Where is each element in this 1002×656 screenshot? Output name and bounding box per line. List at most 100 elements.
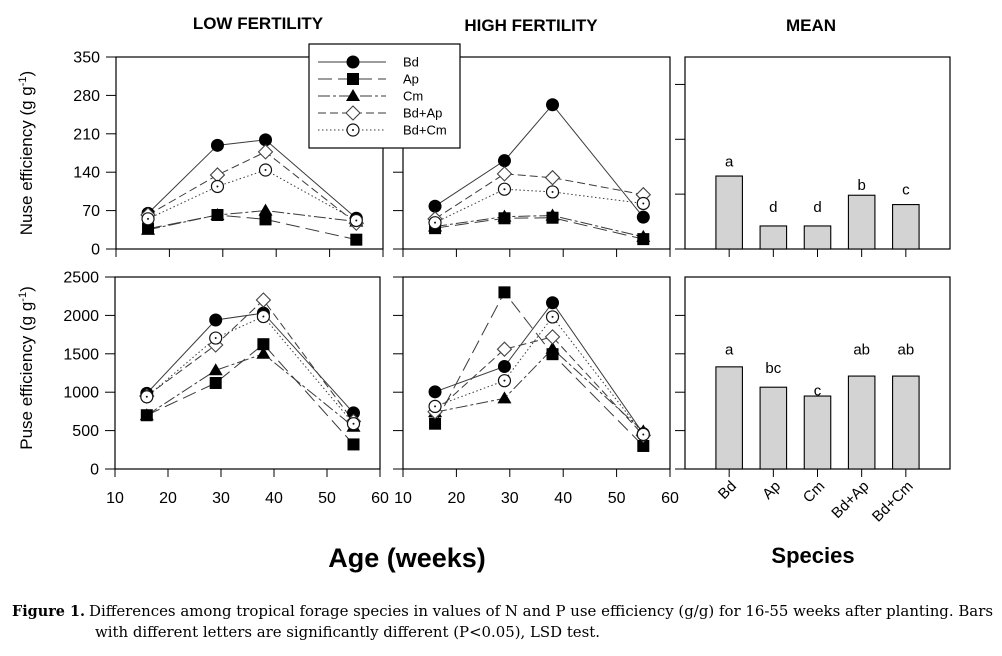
bar-ap bbox=[759, 386, 788, 470]
data-point-bd bbox=[259, 133, 273, 147]
series-line-bd-plus-cm bbox=[434, 316, 644, 435]
marker-center-dot bbox=[642, 202, 645, 205]
legend-label: Ap bbox=[403, 72, 419, 87]
x-tick-label: 10 bbox=[106, 490, 124, 507]
marker-center-dot bbox=[551, 190, 554, 193]
significance-letter: d bbox=[769, 199, 777, 216]
data-point-cm bbox=[545, 208, 560, 221]
series-line-bd-plus-cm bbox=[146, 315, 354, 425]
bar-bd-plus-cm bbox=[892, 375, 920, 470]
significance-letter: c bbox=[814, 383, 822, 400]
y-tick-label: 1000 bbox=[63, 385, 99, 402]
panel-title-mean: MEAN bbox=[786, 16, 836, 35]
panel-title-high-fertility: HIGH FERTILITY bbox=[464, 16, 598, 35]
x-tick-label: 10 bbox=[394, 490, 412, 507]
plot-frame bbox=[402, 276, 671, 470]
bar-bd bbox=[715, 366, 743, 470]
data-point-bd bbox=[546, 98, 560, 112]
data-point-bd-plus-ap bbox=[544, 169, 561, 186]
series-line-bd bbox=[434, 301, 644, 434]
significance-letter: bc bbox=[765, 360, 781, 377]
y-tick-label: 2000 bbox=[63, 308, 99, 325]
x-tick-label: 40 bbox=[265, 490, 283, 507]
bar-bd-plus-cm bbox=[892, 204, 920, 250]
series-line-bd-plus-ap bbox=[146, 299, 354, 422]
legend-label: Bd bbox=[403, 55, 419, 70]
y-axis-label-nuse-superscript: -1 bbox=[17, 76, 29, 86]
data-point-ap bbox=[350, 233, 363, 246]
caption-label: Figure 1. bbox=[12, 603, 85, 620]
puse-low-panel: 0 500 1000 1500 2000 2500 10 20 30 40 50 60 bbox=[63, 270, 389, 508]
series-line-cm bbox=[146, 353, 354, 428]
bar-ap bbox=[759, 225, 788, 250]
marker-center-dot bbox=[503, 188, 506, 191]
significance-letter: b bbox=[857, 177, 865, 194]
panel-title-low-fertility: LOW FERTILITY bbox=[193, 14, 324, 33]
x-tick-label: 50 bbox=[318, 490, 336, 507]
series-line-bd-plus-ap bbox=[147, 151, 357, 224]
data-point-bd-plus-cm bbox=[636, 196, 650, 211]
series-line-ap bbox=[146, 343, 354, 445]
y-tick-label: 70 bbox=[82, 203, 100, 220]
data-point-bd bbox=[210, 138, 224, 152]
data-point-ap bbox=[498, 286, 511, 299]
significance-letter: a bbox=[725, 342, 734, 359]
data-point-cm bbox=[256, 346, 271, 359]
nuse-mean-panel: a d d b c bbox=[675, 56, 951, 257]
legend-entry-bd-plus-ap: Bd+Ap bbox=[318, 105, 442, 121]
plot-frame bbox=[114, 276, 381, 470]
legend-label: Bd+Cm bbox=[403, 123, 447, 138]
marker-center-dot bbox=[434, 405, 437, 408]
x-tick-label: 50 bbox=[608, 490, 626, 507]
marker-center-dot bbox=[147, 217, 150, 220]
series-line-ap bbox=[434, 291, 644, 447]
data-point-ap bbox=[259, 213, 272, 226]
data-point-bd bbox=[428, 385, 442, 399]
data-point-bd bbox=[497, 359, 511, 373]
data-point-bd-plus-cm bbox=[210, 179, 225, 194]
data-point-cm bbox=[141, 222, 156, 235]
caption-line-1: Differences among tropical forage specie… bbox=[89, 604, 993, 620]
series-line-ap bbox=[147, 214, 357, 241]
legend-entry-cm: Cm bbox=[318, 89, 423, 104]
legend-label: Cm bbox=[403, 89, 423, 104]
marker-center-dot bbox=[214, 337, 217, 340]
x-axis-label-age: Age (weeks) bbox=[328, 543, 486, 573]
x-tick-label: 40 bbox=[554, 490, 572, 507]
legend-marker-ap bbox=[347, 73, 359, 85]
data-point-ap bbox=[637, 439, 650, 452]
data-point-bd-plus-ap bbox=[496, 341, 513, 357]
marker-center-dot bbox=[352, 422, 355, 425]
significance-letter: a bbox=[725, 154, 734, 171]
bar-bd-plus-ap bbox=[847, 375, 876, 470]
data-point-cm bbox=[545, 341, 560, 354]
marker-center-dot bbox=[434, 221, 437, 224]
data-point-bd-plus-cm bbox=[140, 390, 154, 404]
data-point-ap bbox=[429, 417, 442, 430]
y-tick-label: 350 bbox=[73, 50, 100, 67]
series-line-bd-plus-ap bbox=[434, 173, 644, 220]
x-tick-label: 20 bbox=[448, 490, 466, 507]
y-tick-label: 0 bbox=[91, 242, 100, 259]
data-point-ap bbox=[257, 338, 270, 351]
bar-bd bbox=[715, 175, 743, 250]
y-tick-label: 210 bbox=[73, 126, 100, 143]
significance-letter: ab bbox=[897, 342, 914, 359]
y-tick-label: 280 bbox=[73, 88, 100, 105]
significance-letter: d bbox=[813, 199, 821, 216]
series-line-ap bbox=[434, 217, 644, 240]
bar-cm bbox=[803, 395, 832, 470]
data-point-bd-plus-cm bbox=[428, 399, 442, 414]
legend-entry-ap: Ap bbox=[318, 72, 419, 87]
x-tick-label: 30 bbox=[212, 490, 230, 507]
caption-line-2: with different letters are significantly… bbox=[95, 625, 600, 641]
data-point-bd bbox=[209, 313, 223, 327]
data-point-bd bbox=[428, 199, 442, 213]
y-tick-label: 0 bbox=[90, 462, 99, 479]
data-point-cm bbox=[497, 391, 512, 404]
y-axis-label-nuse-suffix: ) bbox=[17, 71, 36, 77]
y-tick-label: 140 bbox=[73, 165, 100, 182]
